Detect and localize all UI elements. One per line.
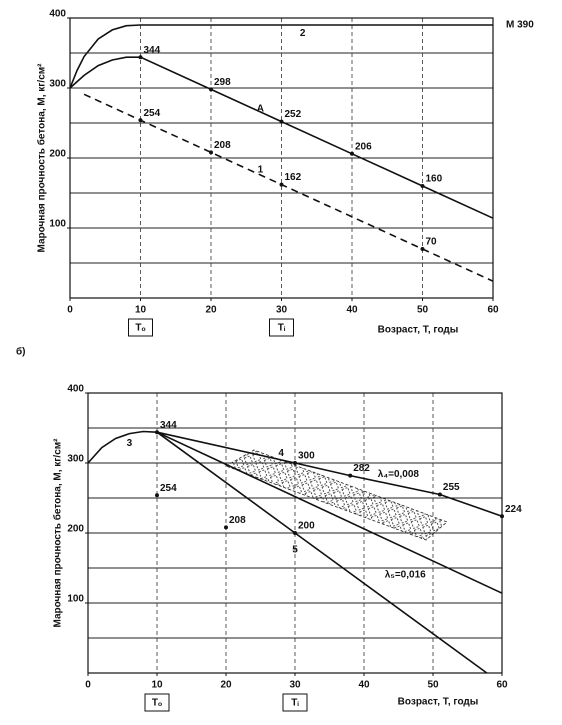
point	[437, 492, 442, 497]
y-axis-label: Марочная прочность бетона, М, кг/см²	[36, 63, 48, 253]
data-label: 254	[160, 483, 177, 494]
marker-box	[282, 693, 308, 712]
point	[348, 473, 353, 478]
curve	[83, 93, 494, 282]
data-label: 344	[160, 420, 177, 431]
x-tick-label: 20	[205, 305, 217, 316]
data-label: 200	[298, 521, 315, 532]
data-label: 300	[298, 451, 315, 462]
y-tick-label: 200	[49, 149, 66, 160]
data-label: 298	[214, 77, 231, 88]
data-label: 252	[285, 109, 302, 120]
x-tick-label: 40	[346, 305, 358, 316]
y-tick-label: 300	[49, 79, 66, 90]
x-axis-label: Возраст, Т, годы	[398, 697, 479, 708]
point	[500, 514, 504, 519]
x-tick-label: 0	[67, 305, 73, 316]
point	[293, 531, 297, 535]
data-label: 255	[443, 482, 460, 493]
point	[350, 151, 354, 156]
x-tick-label: 50	[427, 680, 439, 691]
curve-label: 5	[292, 544, 298, 555]
y-tick-label: 300	[67, 454, 84, 465]
curve-label: 3	[127, 438, 133, 449]
marker-label: Tᵢ	[278, 323, 286, 334]
data-label: 206	[355, 141, 372, 152]
point	[279, 182, 284, 187]
x-tick-label: 20	[220, 680, 232, 691]
point	[138, 118, 143, 123]
annotation: λ₅=0,016	[385, 570, 426, 581]
y-axis-label: Марочная прочность бетона, М, кг/см²	[52, 438, 64, 628]
data-label: 254	[144, 108, 161, 119]
point	[155, 493, 159, 498]
y-tick-label: 100	[49, 219, 66, 230]
curve-label: 4	[278, 448, 284, 459]
point	[224, 525, 228, 530]
x-tick-label: 10	[135, 305, 147, 316]
data-label: 160	[426, 174, 443, 185]
curve	[69, 24, 493, 89]
x-tick-label: 50	[417, 305, 429, 316]
data-label: 224	[505, 504, 522, 515]
point	[138, 55, 143, 60]
annotation: λ₄=0,008	[378, 469, 420, 480]
x-tick-label: 0	[85, 680, 91, 691]
point	[209, 87, 213, 92]
point	[420, 247, 425, 251]
curve-label: 2	[300, 28, 306, 39]
point	[279, 119, 284, 124]
panel-label: б)	[16, 346, 26, 358]
marker-label: Tₒ	[135, 323, 145, 334]
data-label: 208	[229, 515, 246, 526]
curve-label: 1	[258, 165, 264, 176]
data-label: 70	[426, 237, 438, 248]
x-tick-label: 40	[358, 680, 370, 691]
marker-box	[269, 318, 294, 337]
x-axis-label: Возраст, Т, годы	[378, 325, 459, 336]
x-tick-label: 60	[487, 305, 499, 316]
curve	[156, 431, 488, 674]
y-tick-label: 400	[49, 9, 66, 20]
data-label: 162	[285, 172, 302, 183]
annotation: М 390	[506, 20, 534, 31]
curve	[156, 431, 503, 594]
y-tick-label: 200	[67, 524, 84, 535]
x-tick-label: 60	[496, 680, 508, 691]
curve	[87, 430, 158, 464]
curve-label: A	[257, 104, 264, 115]
point	[209, 150, 213, 155]
y-tick-label: 400	[67, 384, 84, 395]
data-label: 208	[214, 140, 231, 151]
data-label: 282	[353, 463, 370, 474]
marker-box	[128, 318, 153, 337]
data-label: 344	[144, 45, 161, 56]
marker-label: Tᵢ	[291, 698, 299, 709]
x-tick-label: 10	[151, 680, 163, 691]
x-tick-label: 30	[289, 680, 301, 691]
marker-label: Tₒ	[152, 698, 162, 709]
point	[293, 461, 297, 465]
marker-box	[144, 693, 170, 712]
hatched-band	[225, 449, 448, 541]
point	[420, 184, 425, 188]
x-tick-label: 30	[276, 305, 288, 316]
y-tick-label: 100	[67, 594, 84, 605]
